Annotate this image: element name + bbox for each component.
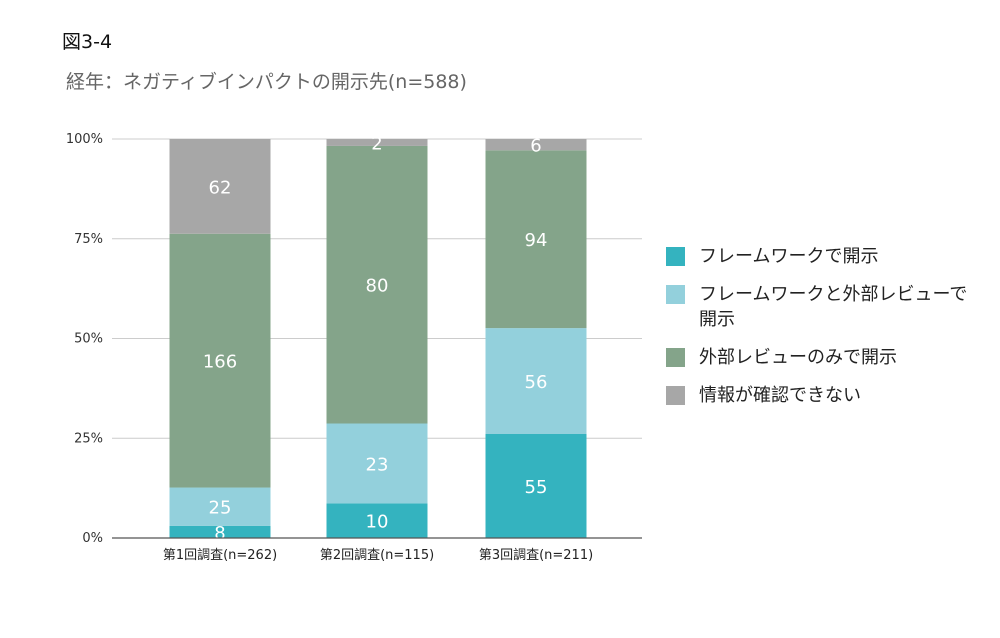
y-tick-label: 25% bbox=[74, 431, 103, 446]
legend-label: フレームワークで開示 bbox=[699, 246, 879, 267]
bar-segment bbox=[485, 433, 587, 538]
legend-swatch bbox=[666, 348, 685, 367]
bar-segment bbox=[326, 503, 428, 538]
data-label: 94 bbox=[525, 230, 548, 251]
data-label: 23 bbox=[366, 454, 389, 475]
legend-item-framework-external: フレームワークと外部レビューで開示 bbox=[666, 282, 986, 332]
legend-item-unknown: 情報が確認できない bbox=[666, 383, 986, 408]
bar-segment bbox=[169, 487, 271, 526]
legend-item-framework: フレームワークで開示 bbox=[666, 244, 986, 269]
chart-subtitle: 経年：ネガティブインパクトの開示先(n=588) bbox=[66, 71, 467, 93]
bar-segment bbox=[169, 139, 271, 234]
data-label: 10 bbox=[366, 512, 389, 533]
data-label: 55 bbox=[525, 477, 548, 498]
data-label: 8 bbox=[214, 523, 225, 544]
y-tick-label: 0% bbox=[82, 531, 103, 546]
legend-label: フレームワークと外部レビューで開示 bbox=[699, 284, 968, 330]
figure-label: 図3-4 bbox=[62, 31, 113, 53]
legend-label: 外部レビューのみで開示 bbox=[699, 347, 897, 368]
bar-segment bbox=[485, 328, 587, 434]
bar-segment bbox=[485, 150, 587, 329]
legend-item-external-only: 外部レビューのみで開示 bbox=[666, 345, 986, 370]
bar-segment bbox=[326, 145, 428, 424]
legend-label: 情報が確認できない bbox=[699, 385, 861, 406]
data-label: 62 bbox=[209, 177, 232, 198]
legend-swatch bbox=[666, 285, 685, 304]
bar-segment bbox=[326, 423, 428, 504]
bar-segment bbox=[169, 525, 271, 538]
legend-swatch bbox=[666, 247, 685, 266]
y-tick-label: 50% bbox=[74, 332, 103, 347]
data-label: 166 bbox=[203, 352, 237, 373]
chart-legend: フレームワークで開示 フレームワークと外部レビューで開示 外部レビューのみで開示… bbox=[666, 244, 986, 421]
x-tick-label: 第2回調査(n=115) bbox=[320, 548, 434, 563]
legend-swatch bbox=[666, 386, 685, 405]
y-tick-label: 75% bbox=[74, 232, 103, 247]
data-label: 80 bbox=[366, 276, 389, 297]
data-label: 56 bbox=[525, 372, 548, 393]
x-tick-label: 第1回調査(n=262) bbox=[163, 548, 277, 563]
bar-segment bbox=[326, 139, 428, 146]
data-label: 25 bbox=[209, 498, 232, 519]
bar-segment bbox=[169, 233, 271, 488]
x-tick-label: 第3回調査(n=211) bbox=[479, 548, 593, 563]
bar-segment bbox=[485, 139, 587, 151]
data-label: 2 bbox=[371, 133, 382, 154]
data-label: 6 bbox=[530, 136, 541, 157]
y-tick-label: 100% bbox=[66, 132, 103, 147]
